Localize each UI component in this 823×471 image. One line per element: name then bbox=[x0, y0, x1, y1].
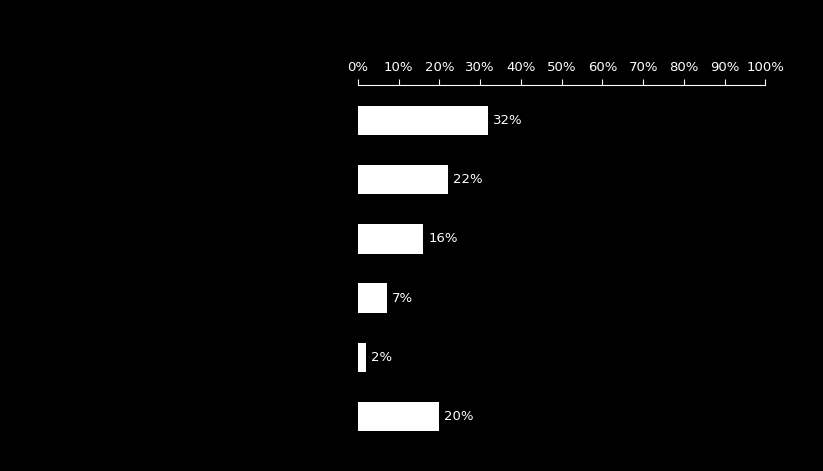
Text: 7%: 7% bbox=[392, 292, 412, 305]
Bar bbox=[358, 402, 439, 431]
Text: 22%: 22% bbox=[453, 173, 482, 186]
Text: 16%: 16% bbox=[428, 232, 458, 245]
Bar bbox=[358, 165, 448, 195]
Bar bbox=[358, 342, 366, 372]
Text: 32%: 32% bbox=[493, 114, 523, 127]
Bar bbox=[358, 283, 387, 313]
Text: 2%: 2% bbox=[371, 351, 393, 364]
Bar bbox=[358, 224, 423, 254]
Text: 20%: 20% bbox=[444, 410, 474, 423]
Bar bbox=[358, 106, 488, 135]
